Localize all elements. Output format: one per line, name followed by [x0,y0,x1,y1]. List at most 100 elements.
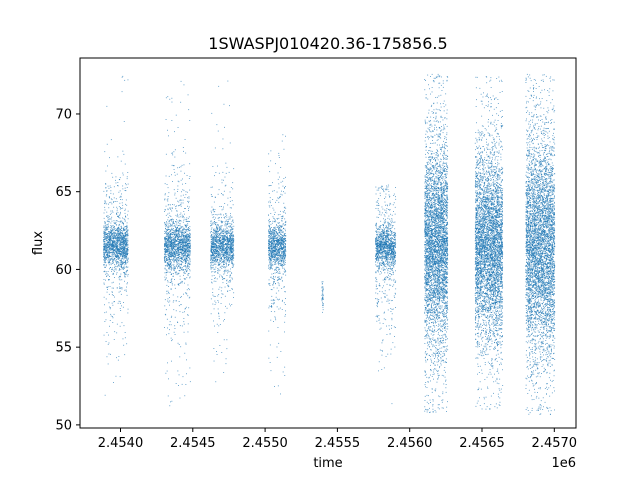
data-point [186,242,187,243]
data-point [226,217,227,218]
data-point [117,156,118,157]
data-point [178,234,179,235]
data-point [108,227,109,228]
data-point [211,263,212,264]
data-point [127,236,128,237]
data-point [184,233,185,234]
data-point [187,231,188,232]
data-point [121,239,122,240]
data-point [181,259,182,260]
data-point [231,208,232,209]
data-point [119,239,120,240]
data-point [104,218,105,219]
data-point [127,252,128,253]
data-point [280,259,281,260]
data-point [122,246,123,247]
data-point [118,216,119,217]
data-point [179,235,180,236]
data-point [171,241,172,242]
data-point [173,221,174,222]
data-point [182,215,183,216]
data-point [127,259,128,260]
data-point [109,250,110,251]
data-point [167,240,168,241]
data-point [115,256,116,257]
data-point [120,229,121,230]
data-point [103,239,104,240]
data-point [181,226,182,227]
data-point [186,373,187,374]
data-point [178,205,179,206]
data-point [117,228,118,229]
data-point [232,252,233,253]
data-point [229,259,230,260]
data-point [117,263,118,264]
data-point [164,249,165,250]
data-point [183,241,184,242]
data-point [168,378,169,379]
data-point [123,258,124,259]
data-point [174,268,175,269]
data-point [180,256,181,257]
data-point [223,229,224,230]
data-point [179,344,180,345]
data-point [185,194,186,195]
data-point [229,280,230,281]
data-point [167,362,168,363]
data-point [166,243,167,244]
data-point [215,252,216,253]
data-point [106,271,107,272]
data-point [169,256,170,257]
data-point [211,313,212,314]
data-point [170,239,171,240]
data-point [222,209,223,210]
data-point [214,202,215,203]
data-point [123,235,124,236]
data-point [219,234,220,235]
data-point [107,332,108,333]
data-point [120,245,121,246]
data-point [231,257,232,258]
data-point [122,151,123,152]
data-point [123,236,124,237]
data-point [190,235,191,236]
data-point [127,232,128,233]
data-point [184,239,185,240]
data-point [128,184,129,185]
data-point [179,245,180,246]
data-point [169,223,170,224]
data-point [110,214,111,215]
data-point [170,226,171,227]
data-point [226,230,227,231]
data-point [112,177,113,178]
data-point [188,266,189,267]
data-point [183,229,184,230]
data-point [231,288,232,289]
data-point [110,242,111,243]
data-point [110,259,111,260]
data-point [110,227,111,228]
data-point [109,196,110,197]
data-point [108,260,109,261]
data-point [224,191,225,192]
data-point [109,244,110,245]
data-point [226,264,227,265]
data-point [213,209,214,210]
data-point [123,263,124,264]
data-point [186,247,187,248]
data-point [175,250,176,251]
data-point [110,223,111,224]
data-point [186,268,187,269]
data-point [128,249,129,250]
data-point [120,243,121,244]
data-point [179,217,180,218]
data-point [166,275,167,276]
data-point [165,232,166,233]
data-point [213,265,214,266]
data-point [106,212,107,213]
data-point [228,247,229,248]
data-point [113,237,114,238]
data-point [181,203,182,204]
data-point [275,238,276,239]
data-point [179,305,180,306]
